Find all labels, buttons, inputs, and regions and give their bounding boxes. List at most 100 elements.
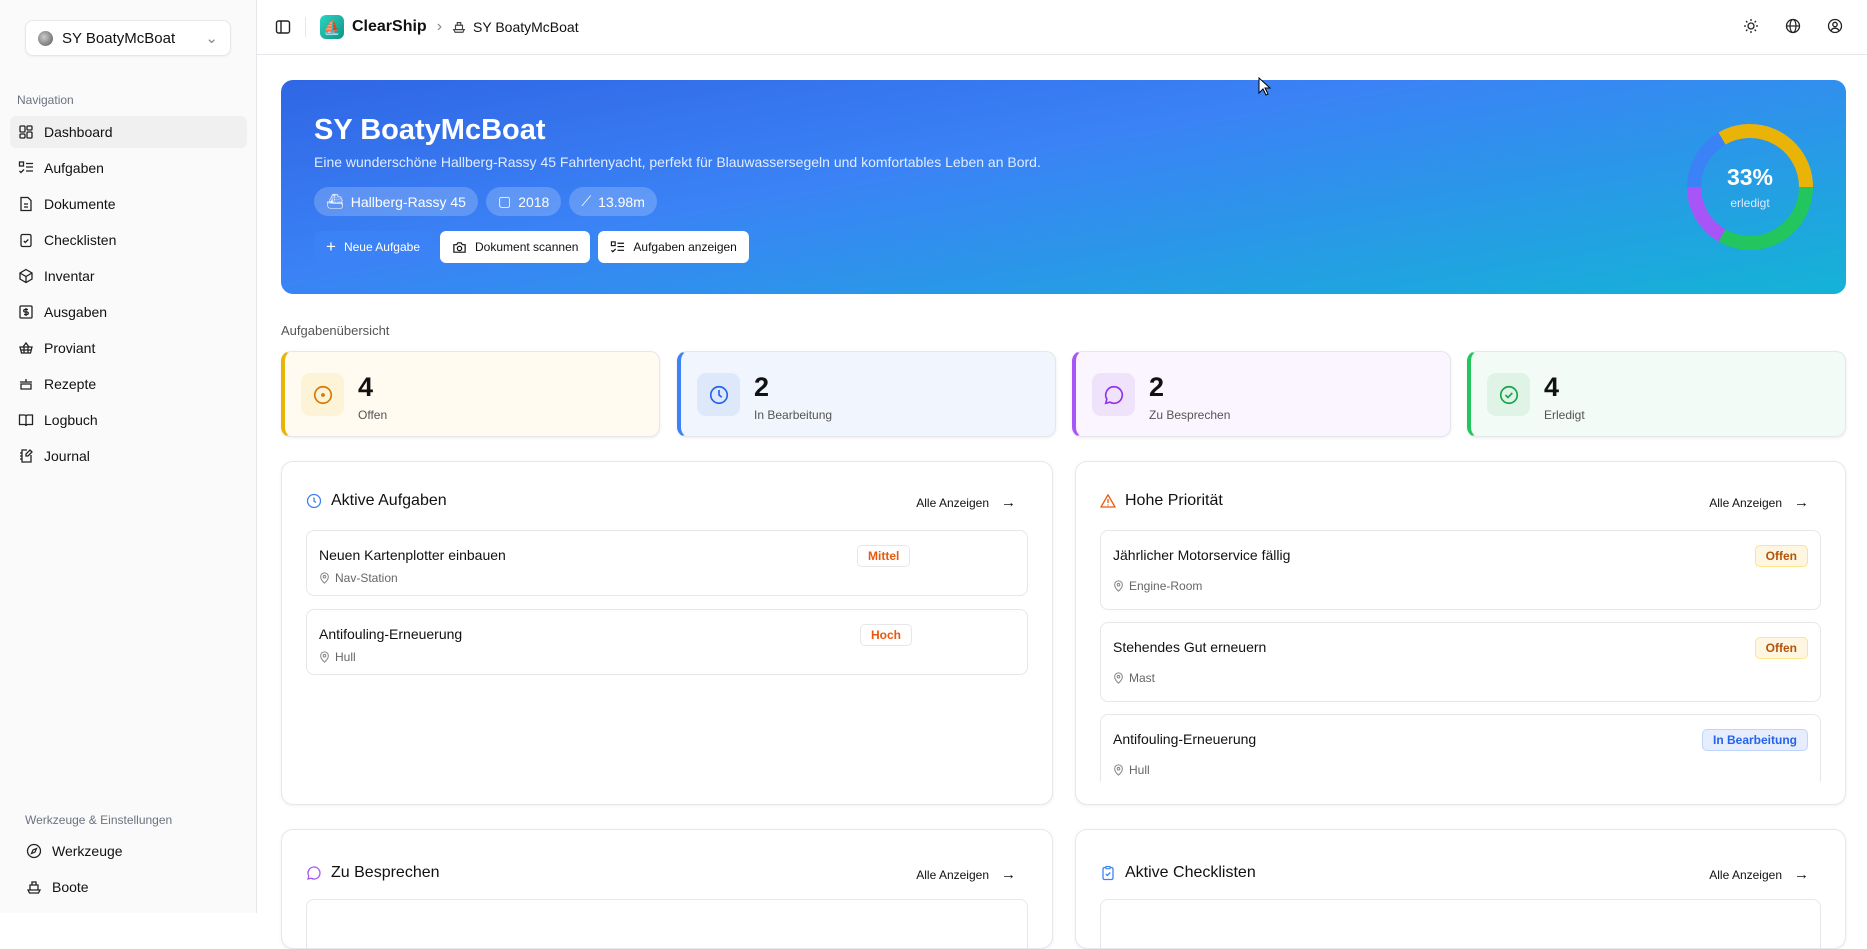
sidebar-item-label: Boote (52, 879, 89, 895)
show-all-label: Alle Anzeigen (916, 867, 989, 882)
show-all-link[interactable]: Alle Anzeigen → (916, 494, 1016, 511)
task-item[interactable]: Neuen Kartenplotter einbauen Nav-Station M… (306, 530, 1028, 596)
year-label: 2018 (518, 193, 550, 210)
donut-segment-offen (1718, 124, 1813, 188)
ship-icon (26, 881, 42, 894)
sidebar-item-ausgaben[interactable]: Ausgaben (10, 296, 247, 328)
sidebar-item-label: Rezepte (44, 376, 97, 392)
status-badge: Offen (1754, 637, 1808, 659)
topbar: ⛵ ClearShip › SY BoatyMcBoat (257, 0, 1867, 55)
task-location: Mast (1113, 671, 1155, 685)
clearship-logo: ⛵ (320, 15, 344, 39)
new-task-label: Neue Aufgabe (343, 240, 421, 254)
stat-card-in-bearbeitung[interactable]: 2 In Bearbeitung (677, 351, 1056, 437)
sidebar-item-dashboard[interactable]: Dashboard (10, 116, 247, 148)
task-item[interactable]: Antifouling-Erneuerung Hull Hoch (306, 609, 1028, 675)
task-title: Neuen Kartenplotter einbauen (319, 547, 506, 563)
boat-selector[interactable]: SY BoatyMcBoat ⌄ (25, 20, 231, 56)
sidebar-item-dokumente[interactable]: Dokumente (10, 188, 247, 220)
boat-title: SY BoatyMcBoat (314, 114, 546, 146)
stat-count: 2 (1149, 372, 1165, 402)
progress-label: erledigt (1730, 196, 1770, 210)
camera-icon (453, 241, 466, 253)
sidebar-item-proviant[interactable]: Proviant (10, 332, 247, 364)
arrow-right-icon: → (1001, 866, 1016, 883)
sidebar-toggle-icon[interactable] (275, 19, 291, 35)
show-tasks-button[interactable]: Aufgaben anzeigen (598, 231, 749, 263)
sun-icon[interactable] (1743, 18, 1759, 34)
stat-count: 4 (1544, 372, 1560, 402)
show-all-label: Alle Anzeigen (916, 495, 989, 510)
stat-card-zu-besprechen[interactable]: 2 Zu Besprechen (1072, 351, 1451, 437)
divider (305, 17, 306, 37)
year-chip: ▢ 2018 (485, 187, 562, 216)
sidebar-item-rezepte[interactable]: Rezepte (10, 368, 247, 400)
task-title: Jährlicher Motorservice fällig (1113, 547, 1291, 563)
sidebar-item-boote[interactable]: Boote (18, 871, 255, 903)
donut-segment-zu-besprechen (1687, 186, 1726, 242)
sidebar-item-journal[interactable]: Journal (10, 440, 247, 472)
circle-dot-icon (313, 385, 332, 404)
task-item[interactable]: Jährlicher Motorservice fällig Engine-Roo… (1100, 530, 1821, 610)
task-item[interactable]: Stehendes Gut erneuern Mast Offen (1100, 622, 1821, 702)
sidebar-item-aufgaben[interactable]: Aufgaben (10, 152, 247, 184)
stat-card-offen[interactable]: 4 Offen (281, 351, 660, 437)
sidebar-item-label: Aufgaben (44, 160, 104, 176)
scan-document-button[interactable]: Dokument scannen (440, 231, 591, 263)
stat-card-erledigt[interactable]: 4 Erledigt (1467, 351, 1846, 437)
sidebar-item-logbuch[interactable]: Logbuch (10, 404, 247, 436)
new-task-button[interactable]: + Neue Aufgabe (314, 231, 433, 263)
status-badge: In Bearbeitung (1701, 729, 1808, 751)
sidebar-item-label: Logbuch (44, 412, 98, 428)
user-icon[interactable] (1827, 18, 1843, 34)
ship-icon: ⛴ (326, 193, 344, 209)
cooking-pot-icon (20, 379, 32, 390)
boat-hero-banner: SY BoatyMcBoat Eine wunderschöne Hallber… (281, 80, 1846, 294)
priority-badge: Mittel (857, 545, 911, 567)
stat-label: In Bearbeitung (754, 408, 833, 422)
sidebar-item-werkzeuge[interactable]: Werkzeuge (18, 835, 255, 867)
message-circle-icon (307, 866, 321, 880)
globe-icon[interactable] (1785, 18, 1801, 34)
stat-icon-box (1092, 373, 1135, 416)
sidebar-item-label: Ausgaben (44, 304, 108, 320)
map-pin-icon (320, 572, 329, 584)
location-label: Mast (1129, 671, 1156, 685)
donut-segment-in-bearbeitung (1687, 132, 1726, 188)
length-label: 13.98m (598, 193, 645, 210)
tasks-icon (18, 161, 33, 174)
notebook-pen-icon (20, 449, 33, 463)
task-location: Nav-Station (319, 571, 398, 585)
task-item[interactable]: Antifouling-Erneuerung Hull In Bearbeitung (1100, 714, 1821, 782)
clipboard-check-icon (1102, 865, 1114, 881)
show-all-link[interactable]: Alle Anzeigen → (1709, 494, 1809, 511)
panel-title: Zu Besprechen (331, 864, 440, 881)
document-icon (20, 196, 32, 212)
panel-title: Aktive Aufgaben (331, 492, 447, 509)
sidebar-item-inventar[interactable]: Inventar (10, 260, 247, 292)
sidebar-item-label: Werkzeuge (52, 843, 123, 859)
high-priority-panel: Hohe Priorität Alle Anzeigen → Jährlicher… (1075, 461, 1846, 805)
show-all-link[interactable]: Alle Anzeigen → (1709, 866, 1809, 883)
stat-icon-box (1487, 373, 1530, 416)
show-all-label: Alle Anzeigen (1709, 495, 1782, 510)
list-item[interactable] (1100, 899, 1821, 948)
brand-name[interactable]: ClearShip (352, 18, 427, 35)
show-all-link[interactable]: Alle Anzeigen → (916, 866, 1016, 883)
overview-title: Aufgabenübersicht (281, 323, 390, 338)
compass-icon (26, 843, 42, 859)
task-location: Engine-Room (1113, 579, 1202, 593)
calendar-icon: ▢ (497, 193, 512, 209)
model-chip: ⛴ Hallberg-Rassy 45 (314, 187, 478, 216)
sidebar-item-checklisten[interactable]: Checklisten (10, 224, 247, 256)
arrow-right-icon: → (1794, 494, 1809, 511)
location-label: Nav-Station (335, 571, 398, 585)
check-circle-icon (1499, 385, 1518, 404)
map-pin-icon (320, 651, 329, 663)
map-pin-icon (1114, 672, 1123, 684)
show-all-label: Alle Anzeigen (1709, 867, 1782, 882)
task-location: Hull (1113, 763, 1150, 777)
list-item[interactable] (306, 899, 1028, 948)
progress-percent: 33% (1726, 164, 1774, 190)
sidebar-item-label: Dashboard (44, 124, 113, 140)
